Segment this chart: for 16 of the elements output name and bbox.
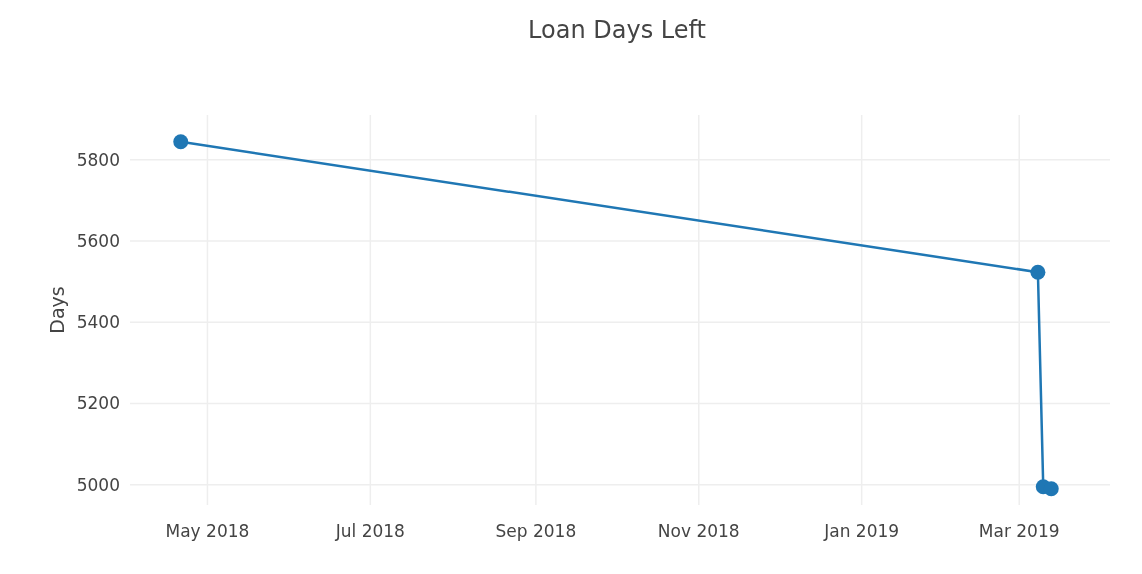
x-tick-label: Mar 2019 <box>978 521 1060 541</box>
y-tick-label: 5200 <box>76 393 120 414</box>
x-tick-label: Nov 2018 <box>657 521 740 541</box>
y-tick-label: 5600 <box>76 230 120 251</box>
y-tick-label: 5000 <box>76 474 120 495</box>
point <box>1043 481 1059 497</box>
y-axis-title: Days <box>46 286 68 334</box>
y-tick-label: 5800 <box>76 149 120 170</box>
point <box>1030 264 1046 280</box>
y-tick-label: 5400 <box>76 312 120 333</box>
x-tick-label: Sep 2018 <box>495 521 577 541</box>
chart-title: Loan Days Left <box>528 16 706 44</box>
x-tick-label: Jan 2019 <box>823 521 900 541</box>
point <box>173 134 189 150</box>
x-tick-label: May 2018 <box>165 521 250 541</box>
x-tick-label: Jul 2018 <box>334 521 405 541</box>
